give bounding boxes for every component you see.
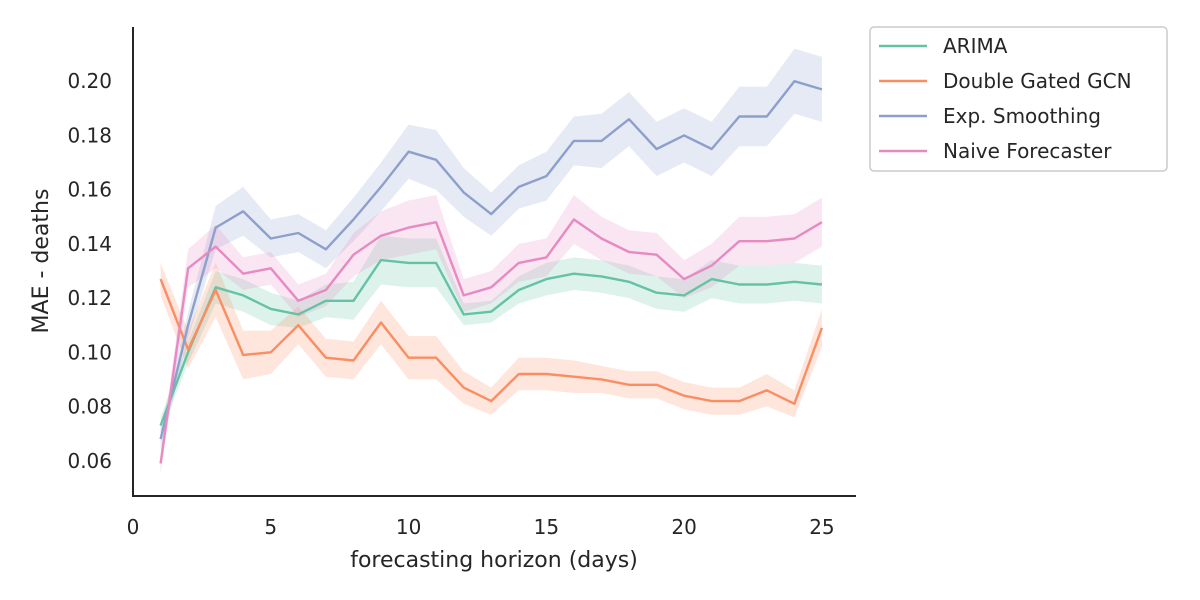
legend: ARIMA Double Gated GCN Exp. Smoothing Naive… xyxy=(869,26,1168,172)
y-tick-labels: 0.06 0.08 0.10 0.12 0.14 0.16 0.18 0.20 xyxy=(67,69,112,473)
ci-band-naive-forecaster xyxy=(160,195,822,475)
ci-band-double-gated-gcn xyxy=(160,262,822,418)
legend-label: ARIMA xyxy=(943,34,1008,58)
y-tick-label: 0.12 xyxy=(67,286,112,310)
confidence-bands xyxy=(160,48,822,475)
series-line-exp-smoothing xyxy=(159,79,823,440)
x-tick-label: 5 xyxy=(264,515,277,539)
y-axis-label: MAE - deaths xyxy=(29,189,54,334)
x-tick-label: 20 xyxy=(671,515,696,539)
x-tick-label: 10 xyxy=(396,515,421,539)
y-tick-label: 0.08 xyxy=(67,395,112,419)
x-tick-labels: 0 5 10 15 20 25 xyxy=(127,515,835,539)
legend-frame xyxy=(869,26,1168,172)
legend-label: Naive Forecaster xyxy=(943,139,1112,163)
legend-label: Exp. Smoothing xyxy=(943,104,1101,128)
x-tick-label: 0 xyxy=(127,515,140,539)
y-tick-label: 0.10 xyxy=(67,340,112,364)
y-tick-label: 0.14 xyxy=(67,232,112,256)
x-tick-label: 15 xyxy=(534,515,559,539)
series-line-arima xyxy=(159,258,823,426)
y-tick-label: 0.16 xyxy=(67,178,112,202)
y-tick-label: 0.18 xyxy=(67,123,112,147)
ci-band-arima xyxy=(160,235,822,434)
series-line-naive-forecaster xyxy=(159,218,823,464)
y-tick-label: 0.06 xyxy=(67,449,112,473)
axes xyxy=(132,27,856,497)
legend-label: Double Gated GCN xyxy=(943,69,1132,93)
x-tick-label: 25 xyxy=(809,515,834,539)
x-axis-label: forecasting horizon (days) xyxy=(350,548,638,573)
series-line-double-gated-gcn xyxy=(159,278,824,405)
series-lines xyxy=(159,79,824,464)
y-tick-label: 0.20 xyxy=(67,69,112,93)
